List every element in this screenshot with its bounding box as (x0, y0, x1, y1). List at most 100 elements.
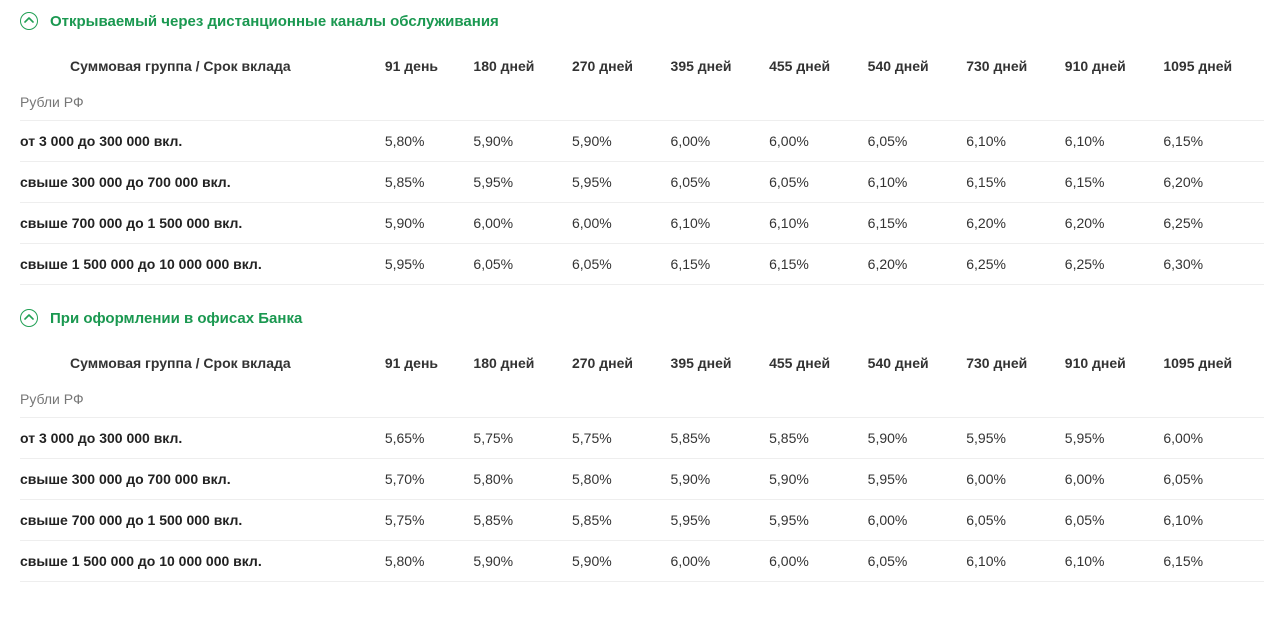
rate-cell: 5,90% (564, 121, 663, 162)
rate-cell: 6,25% (1057, 244, 1156, 285)
rate-cell: 6,00% (663, 121, 762, 162)
column-header-term: 395 дней (663, 48, 762, 88)
rates-section: Открываемый через дистанционные каналы о… (20, 12, 1264, 285)
rate-cell: 6,00% (958, 459, 1057, 500)
rate-cell: 6,15% (958, 162, 1057, 203)
column-header-term: 180 дней (465, 345, 564, 385)
rate-cell: 5,90% (377, 203, 466, 244)
rate-cell: 6,15% (761, 244, 860, 285)
column-header-term: 395 дней (663, 345, 762, 385)
table-row: свыше 300 000 до 700 000 вкл.5,70%5,80%5… (20, 459, 1264, 500)
rate-cell: 5,90% (860, 418, 959, 459)
rate-cell: 6,10% (958, 121, 1057, 162)
rate-cell: 6,05% (958, 500, 1057, 541)
column-header-term: 455 дней (761, 345, 860, 385)
row-label: свыше 700 000 до 1 500 000 вкл. (20, 203, 377, 244)
table-row: свыше 700 000 до 1 500 000 вкл.5,75%5,85… (20, 500, 1264, 541)
rate-cell: 5,80% (465, 459, 564, 500)
column-header-term: 910 дней (1057, 345, 1156, 385)
section-header[interactable]: При оформлении в офисах Банка (20, 309, 1264, 327)
rate-cell: 6,00% (761, 541, 860, 582)
rate-cell: 6,00% (564, 203, 663, 244)
currency-label: Рубли РФ (20, 385, 1264, 418)
table-row: свыше 1 500 000 до 10 000 000 вкл.5,95%6… (20, 244, 1264, 285)
rate-cell: 6,10% (663, 203, 762, 244)
rate-cell: 5,95% (465, 162, 564, 203)
rate-cell: 6,15% (1155, 541, 1264, 582)
rates-section: При оформлении в офисах Банка Суммовая гр… (20, 309, 1264, 582)
rate-cell: 6,05% (761, 162, 860, 203)
row-label: свыше 300 000 до 700 000 вкл. (20, 459, 377, 500)
rate-cell: 6,15% (1057, 162, 1156, 203)
rate-cell: 5,75% (465, 418, 564, 459)
table-row: от 3 000 до 300 000 вкл.5,80%5,90%5,90%6… (20, 121, 1264, 162)
chevron-up-icon (20, 12, 38, 30)
currency-label: Рубли РФ (20, 88, 1264, 121)
rate-cell: 6,15% (663, 244, 762, 285)
table-row: свыше 700 000 до 1 500 000 вкл.5,90%6,00… (20, 203, 1264, 244)
rate-cell: 6,25% (1155, 203, 1264, 244)
row-label: свыше 1 500 000 до 10 000 000 вкл. (20, 244, 377, 285)
column-header-term: 455 дней (761, 48, 860, 88)
rate-cell: 6,25% (958, 244, 1057, 285)
rate-cell: 5,85% (465, 500, 564, 541)
table-row: от 3 000 до 300 000 вкл.5,65%5,75%5,75%5… (20, 418, 1264, 459)
column-header-term: 91 день (377, 48, 466, 88)
rate-cell: 5,90% (465, 121, 564, 162)
rate-cell: 6,10% (958, 541, 1057, 582)
rate-cell: 6,10% (860, 162, 959, 203)
rate-cell: 6,10% (1057, 121, 1156, 162)
column-header-term: 730 дней (958, 48, 1057, 88)
rate-cell: 5,95% (1057, 418, 1156, 459)
rate-cell: 5,85% (761, 418, 860, 459)
column-header-group: Суммовая группа / Срок вклада (20, 48, 377, 88)
rate-cell: 6,00% (860, 500, 959, 541)
rate-cell: 6,05% (465, 244, 564, 285)
rate-cell: 6,20% (958, 203, 1057, 244)
column-header-term: 540 дней (860, 48, 959, 88)
row-label: свыше 300 000 до 700 000 вкл. (20, 162, 377, 203)
rate-cell: 6,20% (1057, 203, 1156, 244)
section-header[interactable]: Открываемый через дистанционные каналы о… (20, 12, 1264, 30)
rate-cell: 6,05% (1155, 459, 1264, 500)
rate-cell: 5,75% (377, 500, 466, 541)
column-header-term: 180 дней (465, 48, 564, 88)
rate-cell: 5,95% (564, 162, 663, 203)
rate-cell: 6,20% (1155, 162, 1264, 203)
rate-cell: 5,90% (663, 459, 762, 500)
column-header-term: 540 дней (860, 345, 959, 385)
table-row: свыше 300 000 до 700 000 вкл.5,85%5,95%5… (20, 162, 1264, 203)
rate-cell: 5,90% (465, 541, 564, 582)
row-label: свыше 700 000 до 1 500 000 вкл. (20, 500, 377, 541)
rate-cell: 6,00% (761, 121, 860, 162)
rate-cell: 5,75% (564, 418, 663, 459)
rate-cell: 5,85% (377, 162, 466, 203)
rates-table: Суммовая группа / Срок вклада91 день180 … (20, 48, 1264, 285)
row-label: свыше 1 500 000 до 10 000 000 вкл. (20, 541, 377, 582)
rate-cell: 5,90% (761, 459, 860, 500)
column-header-term: 270 дней (564, 345, 663, 385)
rate-cell: 5,85% (663, 418, 762, 459)
rate-cell: 6,00% (1057, 459, 1156, 500)
column-header-term: 910 дней (1057, 48, 1156, 88)
section-title: Открываемый через дистанционные каналы о… (50, 13, 499, 30)
rate-cell: 5,70% (377, 459, 466, 500)
rate-cell: 6,05% (860, 541, 959, 582)
rate-cell: 6,00% (1155, 418, 1264, 459)
chevron-up-icon (20, 309, 38, 327)
rate-cell: 5,95% (860, 459, 959, 500)
rate-cell: 6,05% (564, 244, 663, 285)
column-header-group: Суммовая группа / Срок вклада (20, 345, 377, 385)
rate-cell: 5,95% (958, 418, 1057, 459)
rate-cell: 5,95% (663, 500, 762, 541)
rate-cell: 6,05% (663, 162, 762, 203)
table-row: свыше 1 500 000 до 10 000 000 вкл.5,80%5… (20, 541, 1264, 582)
rate-cell: 6,15% (1155, 121, 1264, 162)
column-header-term: 270 дней (564, 48, 663, 88)
rate-cell: 6,20% (860, 244, 959, 285)
rate-cell: 6,00% (465, 203, 564, 244)
column-header-term: 91 день (377, 345, 466, 385)
rate-cell: 5,80% (564, 459, 663, 500)
rate-cell: 6,15% (860, 203, 959, 244)
rate-cell: 6,10% (1155, 500, 1264, 541)
